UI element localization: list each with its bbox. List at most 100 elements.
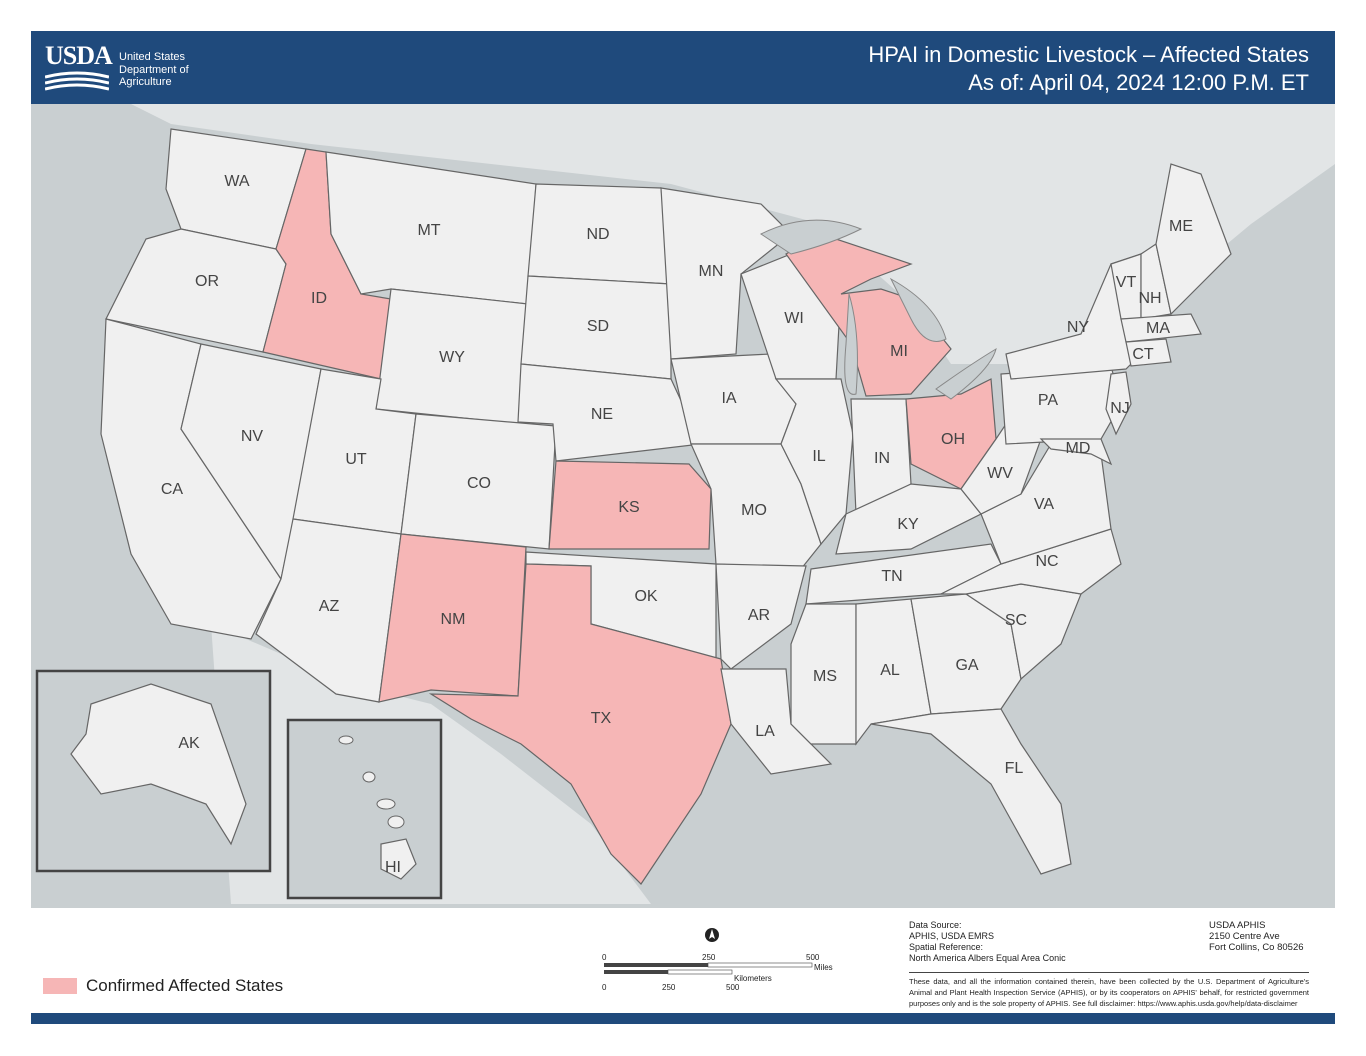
state-tx[interactable] [428,563,732,885]
label-ct: CT [1132,346,1154,363]
label-or: OR [195,273,219,290]
state-fl[interactable] [870,708,1072,875]
label-nh: NH [1138,290,1161,307]
label-mo: MO [741,502,767,519]
usda-hills-icon [45,71,109,91]
scale-miles-250: 250 [702,953,716,962]
state-me[interactable] [1155,163,1232,316]
label-in: IN [874,450,890,467]
legend-label: Confirmed Affected States [86,976,284,995]
label-tn: TN [881,568,902,585]
state-nm[interactable] [378,533,527,703]
usda-acronym: USDA [45,41,113,70]
title-line-1: HPAI in Domestic Livestock – Affected St… [868,42,1309,67]
label-wy: WY [439,349,465,366]
lake-superior [760,219,863,255]
scale-km-0: 0 [602,983,607,992]
label-wi: WI [784,310,804,327]
lake-erie [935,347,997,400]
label-tx: TX [591,710,612,727]
state-ct[interactable] [1125,338,1172,367]
footer-bar [31,1013,1335,1024]
legend-swatch [43,978,77,994]
label-ma: MA [1146,320,1170,337]
header-banner: USDA United States Department of Agricul… [31,31,1335,104]
label-la: LA [755,723,775,740]
label-mn: MN [699,263,724,280]
scale-km-unit: Kilometers [734,974,772,983]
label-oh: OH [941,431,965,448]
label-me: ME [1169,218,1193,235]
spatial-ref-value: North America Albers Equal Area Conic [909,953,1066,963]
us-map: WA OR CA ID NV MT WY UT AZ CO NM ND SD N… [35,104,1335,904]
scale-miles-500: 500 [806,953,820,962]
label-fl: FL [1005,760,1024,777]
label-sc: SC [1005,612,1027,629]
label-vt: VT [1116,274,1137,291]
map-frame: WA OR CA ID NV MT WY UT AZ CO NM ND SD N… [31,104,1335,908]
usda-agency-name: United States Department of Agriculture [119,51,189,88]
label-nm: NM [441,611,466,628]
great-lakes [760,219,997,400]
state-ma[interactable] [1120,313,1202,343]
canada-landmass [131,104,1335,364]
label-ny: NY [1067,319,1090,336]
label-nc: NC [1035,553,1058,570]
state-labels: WA OR CA ID NV MT WY UT AZ CO NM ND SD N… [161,173,1193,777]
label-ca: CA [161,481,184,498]
label-ak: AK [178,735,200,752]
inset-hawaii: HI [286,718,443,900]
state-il[interactable] [774,378,854,546]
label-ar: AR [748,607,770,624]
inset-alaska: AK [35,669,272,873]
label-ms: MS [813,668,837,685]
label-ks: KS [618,499,639,516]
usda-logo: USDA United States Department of Agricul… [43,39,203,95]
state-md[interactable] [1039,438,1113,466]
label-sd: SD [587,318,609,335]
label-mt: MT [417,222,440,239]
map-title: HPAI in Domestic Livestock – Affected St… [868,41,1309,97]
label-nv: NV [241,428,264,445]
spatial-ref-label: Spatial Reference: [909,942,984,952]
state-ar[interactable] [715,563,807,670]
label-ia: IA [721,390,736,407]
state-nj[interactable] [1105,371,1132,436]
label-id: ID [311,290,327,307]
data-source-value: APHIS, USDA EMRS [909,931,995,941]
state-mi[interactable] [785,233,952,397]
label-md: MD [1066,440,1091,457]
label-hi: HI [385,859,401,876]
label-il: IL [812,448,825,465]
scale-bar: 0 250 500 Miles Kilometers 0 250 500 [602,928,833,992]
address-block: USDA APHIS 2150 Centre Ave Fort Collins,… [1209,920,1304,953]
disclaimer: These data, and all the information cont… [909,972,1309,1009]
data-source-label: Data Source: [909,920,962,930]
label-mi: MI [890,343,908,360]
lake-michigan [844,293,858,395]
label-ky: KY [897,516,919,533]
label-co: CO [467,475,491,492]
label-pa: PA [1038,392,1058,409]
label-az: AZ [319,598,340,615]
scale-km-500: 500 [726,983,740,992]
label-wv: WV [987,465,1013,482]
title-line-2: As of: April 04, 2024 12:00 P.M. ET [968,70,1309,95]
scale-miles-unit: Miles [814,963,833,972]
state-ks[interactable] [548,460,712,550]
state-la[interactable] [720,668,833,775]
label-nd: ND [586,226,609,243]
label-nj: NJ [1110,400,1130,417]
label-ga: GA [955,657,978,674]
data-source-block: Data Source: APHIS, USDA EMRS Spatial Re… [909,920,1066,964]
label-al: AL [880,662,900,679]
label-va: VA [1034,496,1054,513]
states-layer [100,128,1232,885]
scale-km-250: 250 [662,983,676,992]
label-ok: OK [634,588,657,605]
label-ut: UT [345,451,367,468]
label-ne: NE [591,406,613,423]
scale-miles-0: 0 [602,953,607,962]
label-wa: WA [224,173,250,190]
lake-huron [889,277,947,342]
